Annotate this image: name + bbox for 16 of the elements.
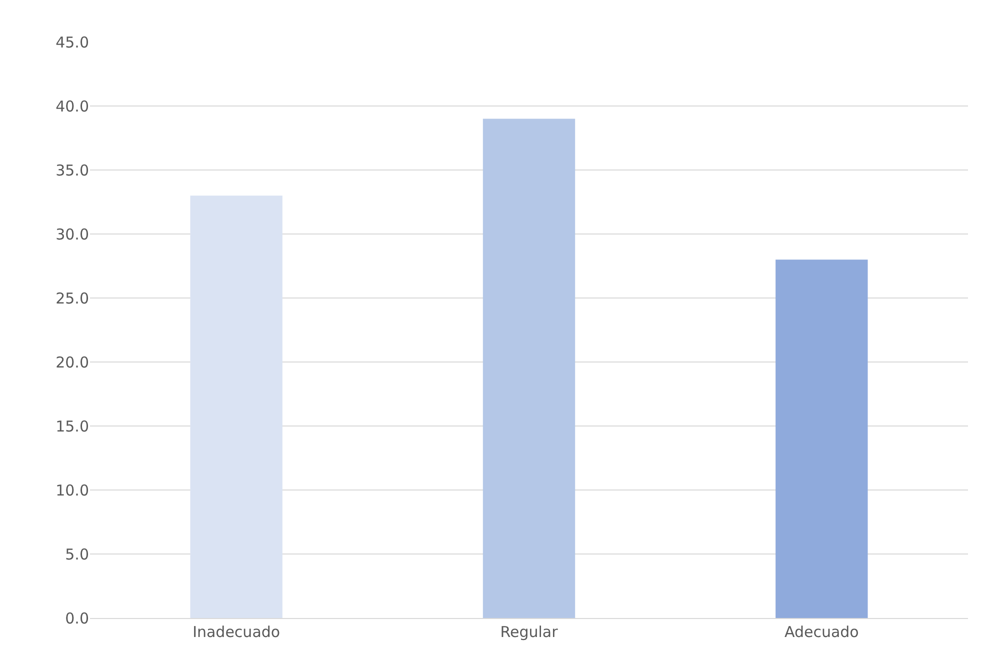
bar [776,260,868,618]
y-tick-label: 40.0 [56,97,89,116]
x-tick-label: Adecuado [784,623,859,641]
y-tick-label: 15.0 [56,417,89,436]
y-tick-label: 35.0 [56,161,89,180]
y-tick-label: 0.0 [65,609,89,628]
y-tick-label: 30.0 [56,225,89,244]
y-tick-label: 45.0 [56,33,89,52]
bar [482,118,576,618]
x-tick-label: Inadecuado [192,623,280,641]
y-tick-label: 5.0 [65,545,89,564]
x-tick-label: Regular [500,623,559,641]
y-tick-label: 10.0 [56,481,89,500]
bar [190,196,282,618]
y-tick-label: 25.0 [56,289,89,308]
y-tick-label: 20.0 [56,353,89,372]
